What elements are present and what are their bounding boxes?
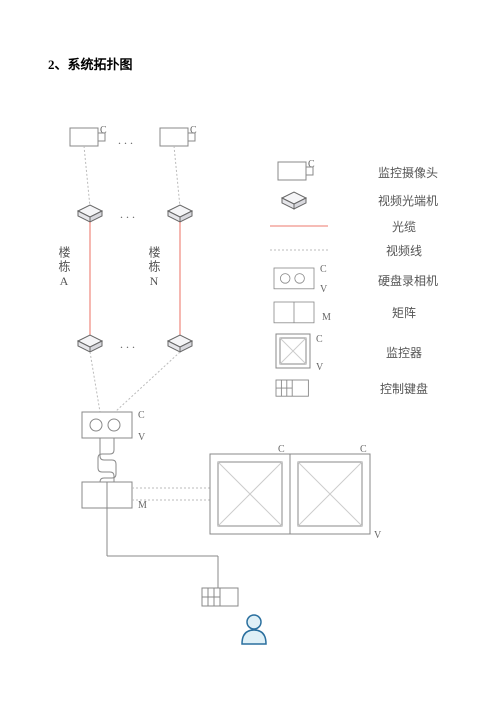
svg-text:. . .: . . . bbox=[118, 133, 133, 147]
svg-text:M: M bbox=[322, 312, 331, 323]
svg-text:M: M bbox=[138, 500, 147, 511]
svg-text:C: C bbox=[278, 444, 285, 455]
svg-text:C: C bbox=[190, 125, 197, 136]
legend-monitor: 监控器 bbox=[386, 346, 422, 362]
svg-text:C: C bbox=[308, 159, 315, 170]
building-n-label: 楼栋N bbox=[146, 246, 163, 290]
legend-dvr: 硬盘录相机 bbox=[378, 274, 438, 290]
svg-text:C: C bbox=[320, 264, 327, 275]
svg-text:C: C bbox=[100, 125, 107, 136]
svg-text:. . .: . . . bbox=[120, 337, 135, 351]
legend-optical: 视频光端机 bbox=[378, 194, 438, 210]
legend-video: 视频线 bbox=[386, 244, 422, 260]
topology-diagram: C C . . . . . . . . . C V M C C V C bbox=[0, 0, 500, 707]
legend-fiber: 光缆 bbox=[392, 220, 416, 236]
svg-text:V: V bbox=[320, 284, 328, 295]
svg-text:C: C bbox=[138, 410, 145, 421]
legend-matrix: 矩阵 bbox=[392, 306, 416, 322]
svg-text:V: V bbox=[374, 530, 382, 541]
svg-text:V: V bbox=[138, 432, 146, 443]
svg-text:. . .: . . . bbox=[120, 207, 135, 221]
legend-camera: 监控摄像头 bbox=[378, 166, 438, 182]
svg-text:V: V bbox=[316, 362, 324, 373]
building-a-label: 楼栋A bbox=[56, 246, 73, 290]
svg-text:C: C bbox=[360, 444, 367, 455]
svg-text:C: C bbox=[316, 334, 323, 345]
legend-keyboard: 控制键盘 bbox=[380, 382, 428, 398]
